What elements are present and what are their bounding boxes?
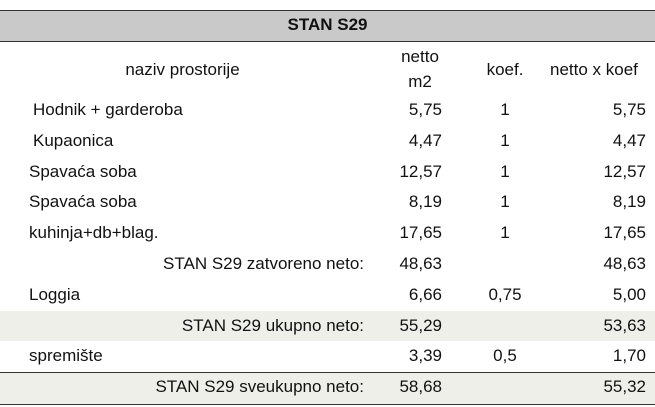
koef-cell: 0,75 xyxy=(488,284,522,304)
netto-cell: 55,29 xyxy=(399,315,442,335)
netto-cell: 3,39 xyxy=(408,346,442,366)
title-bar xyxy=(0,10,655,42)
total-cell: 53,63 xyxy=(603,315,646,335)
netto-cell: 48,63 xyxy=(399,254,442,273)
total-cell: 12,57 xyxy=(603,161,646,181)
total-cell: 55,32 xyxy=(603,377,646,397)
row-label: STAN S29 sveukupno neto: xyxy=(155,377,364,397)
netto-cell: 5,75 xyxy=(408,100,442,119)
row-label: Spavaća soba xyxy=(29,161,137,181)
total-cell: 5,75 xyxy=(612,100,646,119)
koef-cell: 1 xyxy=(500,161,510,181)
koef-cell: 1 xyxy=(500,130,510,150)
koef-cell: 1 xyxy=(500,100,510,119)
header-cell: naziv prostorije xyxy=(125,60,240,79)
koef-cell: 0,5 xyxy=(493,346,517,366)
row-label: kuhinja+db+blag. xyxy=(29,223,159,243)
netto-cell: 4,47 xyxy=(408,130,442,150)
header-cell: koef. xyxy=(486,60,524,79)
total-cell: 48,63 xyxy=(603,254,646,273)
header-cell: netto x koef xyxy=(550,60,638,79)
netto-cell: 17,65 xyxy=(399,223,442,243)
total-cell: 8,19 xyxy=(612,192,646,212)
total-cell: 17,65 xyxy=(603,223,646,243)
header-cell: netto xyxy=(401,47,439,66)
netto-cell: 8,19 xyxy=(408,192,442,212)
row-label: STAN S29 zatvoreno neto: xyxy=(163,254,364,273)
row-label: STAN S29 ukupno neto: xyxy=(181,315,364,335)
koef-cell: 1 xyxy=(500,192,510,212)
row-label: Hodnik + garderoba xyxy=(33,100,183,119)
total-cell: 5,00 xyxy=(612,284,646,304)
row-shade xyxy=(0,372,655,405)
netto-cell: 58,68 xyxy=(399,377,442,397)
netto-cell: 6,66 xyxy=(408,284,442,304)
row-label: Spavaća soba xyxy=(29,192,137,212)
total-cell: 1,70 xyxy=(612,346,646,366)
netto-cell: 12,57 xyxy=(399,161,442,181)
table-title: STAN S29 xyxy=(287,15,368,34)
row-label: spremište xyxy=(29,346,103,366)
koef-cell: 1 xyxy=(500,223,510,243)
total-cell: 4,47 xyxy=(612,130,646,150)
header-cell: m2 xyxy=(408,72,432,91)
row-shade xyxy=(0,310,655,342)
row-label: Kupaonica xyxy=(33,130,114,150)
row-label: Loggia xyxy=(29,284,81,304)
